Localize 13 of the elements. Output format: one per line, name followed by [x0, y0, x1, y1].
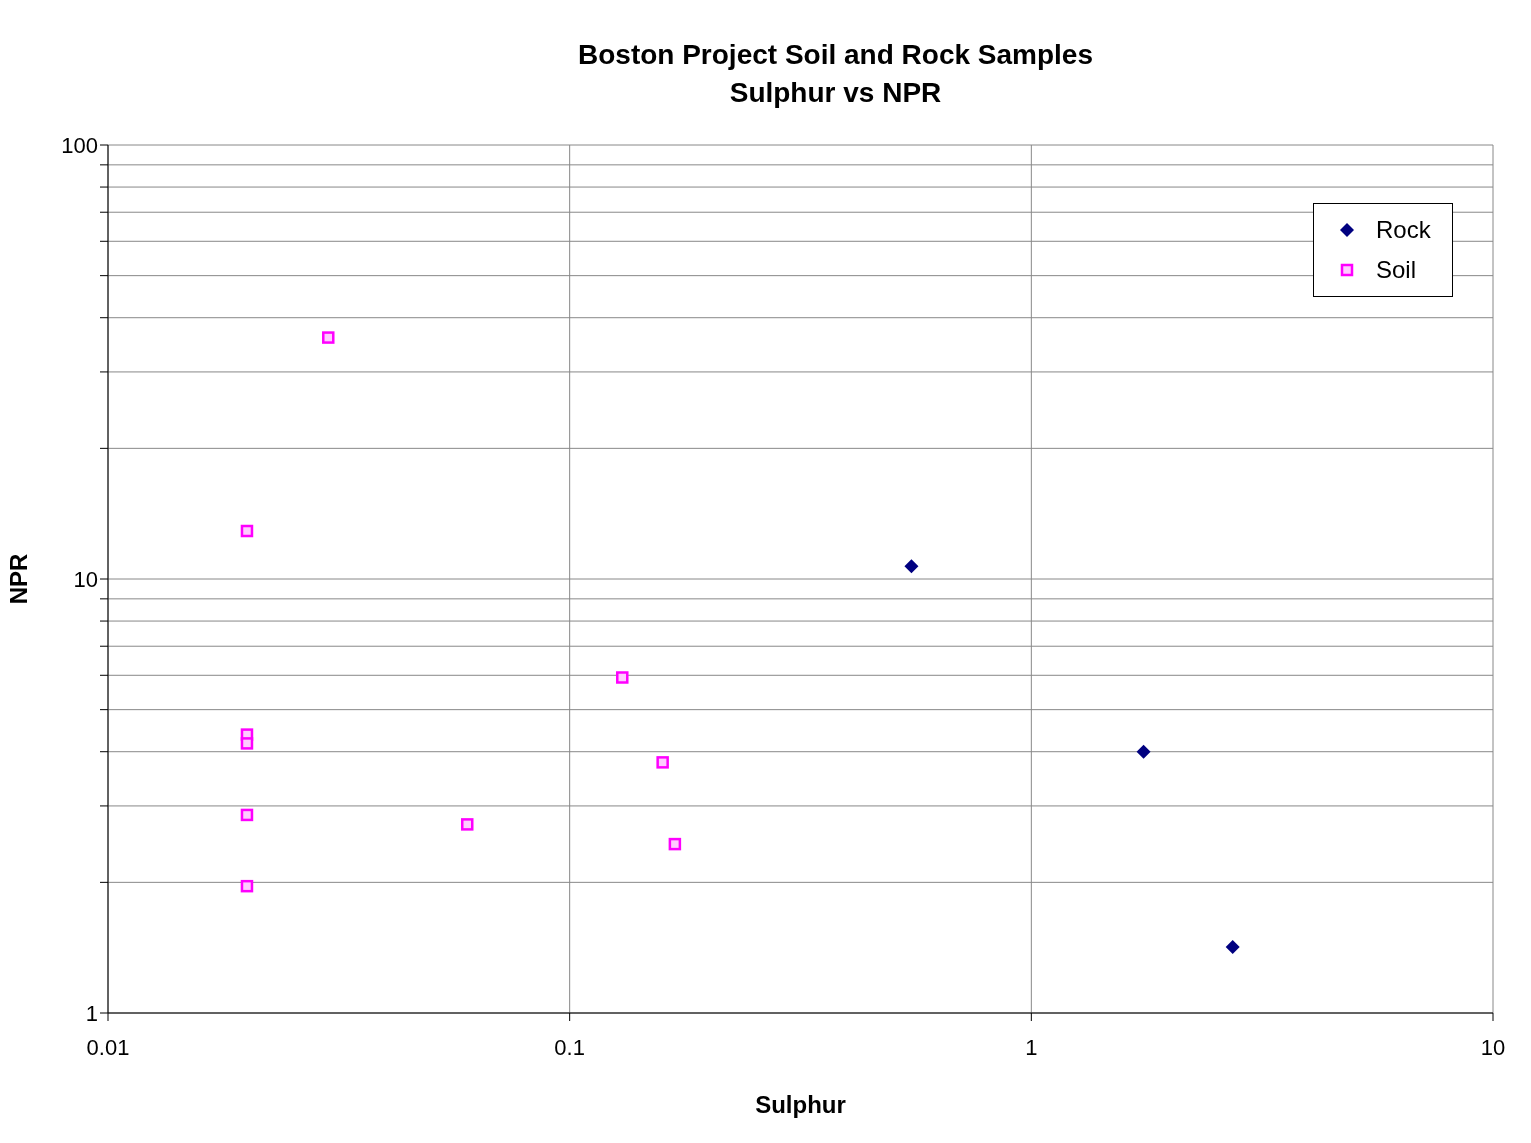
chart-subtitle: Sulphur vs NPR — [728, 76, 943, 110]
x-tick-label: 0.1 — [554, 1034, 585, 1060]
x-tick-label: 10 — [1480, 1034, 1506, 1060]
x-tick-label: 1 — [1025, 1034, 1038, 1060]
y-tick-label: 1 — [85, 1000, 98, 1026]
chart-title: Boston Project Soil and Rock Samples — [577, 38, 1094, 72]
x-axis-title: Sulphur — [755, 1091, 846, 1118]
y-tick-label: 10 — [73, 566, 98, 592]
legend-label: Rock — [1376, 216, 1431, 244]
y-tick-label: 100 — [61, 132, 98, 158]
legend-label: Soil — [1376, 256, 1417, 284]
y-axis-title: NPR — [4, 553, 32, 605]
x-tick-label: 0.01 — [86, 1034, 130, 1060]
